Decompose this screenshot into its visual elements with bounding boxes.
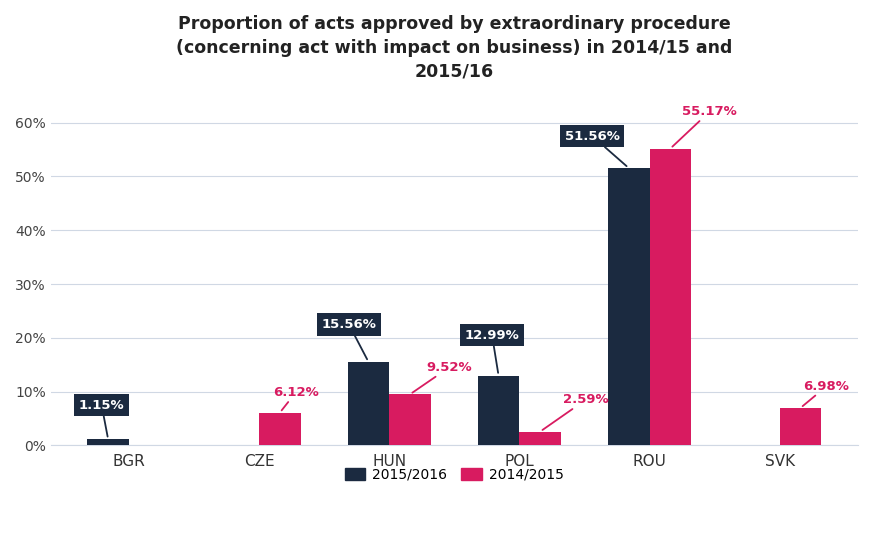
Text: 6.98%: 6.98% — [802, 380, 849, 406]
Text: 9.52%: 9.52% — [412, 361, 472, 393]
Bar — [347, 362, 389, 445]
Bar — [87, 439, 129, 445]
Bar — [608, 168, 650, 445]
Text: 1.15%: 1.15% — [79, 398, 125, 437]
Text: 2.59%: 2.59% — [542, 393, 608, 430]
Bar — [259, 413, 300, 445]
Text: 51.56%: 51.56% — [565, 130, 627, 166]
Text: 15.56%: 15.56% — [321, 318, 376, 359]
Bar — [519, 432, 561, 445]
Text: 55.17%: 55.17% — [672, 105, 737, 147]
Bar — [478, 376, 519, 445]
Bar — [389, 394, 431, 445]
Title: Proportion of acts approved by extraordinary procedure
(concerning act with impa: Proportion of acts approved by extraordi… — [176, 15, 732, 80]
Bar — [650, 149, 691, 445]
Text: 12.99%: 12.99% — [464, 329, 519, 373]
Bar — [780, 408, 821, 445]
Legend: 2015/2016, 2014/2015: 2015/2016, 2014/2015 — [339, 462, 569, 488]
Text: 6.12%: 6.12% — [272, 386, 319, 410]
